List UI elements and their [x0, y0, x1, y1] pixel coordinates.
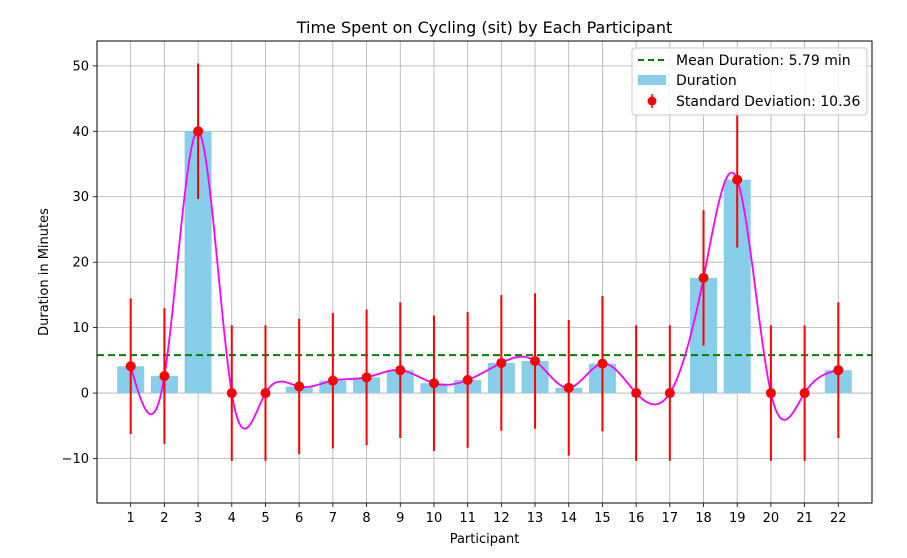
legend-mean-label: Mean Duration: 5.79 min [676, 53, 851, 69]
legend-bar-swatch [638, 75, 666, 85]
x-axis-label: Participant [450, 532, 520, 547]
y-tick-label: 10 [72, 321, 89, 336]
x-tick-label: 1 [127, 511, 135, 526]
data-point [159, 371, 170, 382]
y-tick-label: 0 [81, 387, 89, 402]
y-tick-label: −10 [62, 452, 89, 467]
x-tick-label: 17 [662, 511, 679, 526]
x-tick-label: 3 [194, 511, 202, 526]
y-tick-label: 50 [72, 59, 89, 74]
data-point [833, 365, 844, 376]
x-tick-label: 14 [560, 511, 577, 526]
x-tick-label: 7 [329, 511, 337, 526]
x-tick-label: 5 [261, 511, 269, 526]
x-tick-label: 20 [763, 511, 780, 526]
legend-bar-label: Duration [676, 73, 737, 89]
y-tick-label: 30 [72, 190, 89, 205]
y-tick-label: 40 [72, 125, 89, 140]
chart-title: Time Spent on Cycling (sit) by Each Part… [296, 18, 673, 37]
x-tick-label: 22 [830, 511, 847, 526]
data-point [496, 357, 507, 368]
x-tick-label: 18 [695, 511, 712, 526]
data-point [698, 272, 709, 283]
legend-std-point-swatch [647, 96, 657, 106]
data-point [361, 372, 372, 383]
x-tick-label: 4 [228, 511, 236, 526]
data-point [193, 126, 204, 137]
data-point [226, 388, 237, 399]
x-tick-label: 9 [396, 511, 404, 526]
x-tick-label: 10 [426, 511, 443, 526]
y-tick-label: 20 [72, 256, 89, 271]
legend: Mean Duration: 5.79 min Duration Standar… [631, 47, 868, 116]
data-point [260, 388, 271, 399]
x-tick-label: 12 [493, 511, 510, 526]
data-point [530, 355, 541, 366]
data-point [664, 388, 675, 399]
data-point [563, 382, 574, 393]
x-tick-label: 2 [160, 511, 168, 526]
data-point [125, 361, 136, 372]
x-tick-label: 16 [628, 511, 645, 526]
x-axis-ticks: 1 2 3 4 5 6 7 8 9 10 11 12 13 14 15 16 17 18 19 20 21 22 [127, 503, 847, 526]
data-point [327, 375, 338, 386]
x-tick-label: 19 [729, 511, 746, 526]
plot-frame [96, 40, 873, 504]
data-point [294, 381, 305, 392]
data-point [631, 388, 642, 399]
data-point [765, 388, 776, 399]
x-tick-label: 21 [796, 511, 813, 526]
data-point [395, 365, 406, 376]
data-points [125, 126, 844, 399]
y-axis-ticks: −10 0 10 20 30 40 50 [62, 59, 97, 467]
data-point [428, 378, 439, 389]
data-point [462, 374, 473, 385]
legend-std-label: Standard Deviation: 10.36 [676, 94, 860, 110]
y-axis-label: Duration in Minutes [37, 208, 52, 336]
data-point [732, 174, 743, 185]
data-point [799, 388, 810, 399]
x-tick-label: 15 [594, 511, 611, 526]
legend-box [631, 47, 868, 116]
x-tick-label: 6 [295, 511, 303, 526]
x-tick-label: 13 [527, 511, 544, 526]
smooth-curve [129, 130, 839, 430]
x-tick-label: 11 [459, 511, 476, 526]
data-point [597, 358, 608, 369]
x-tick-label: 8 [362, 511, 370, 526]
